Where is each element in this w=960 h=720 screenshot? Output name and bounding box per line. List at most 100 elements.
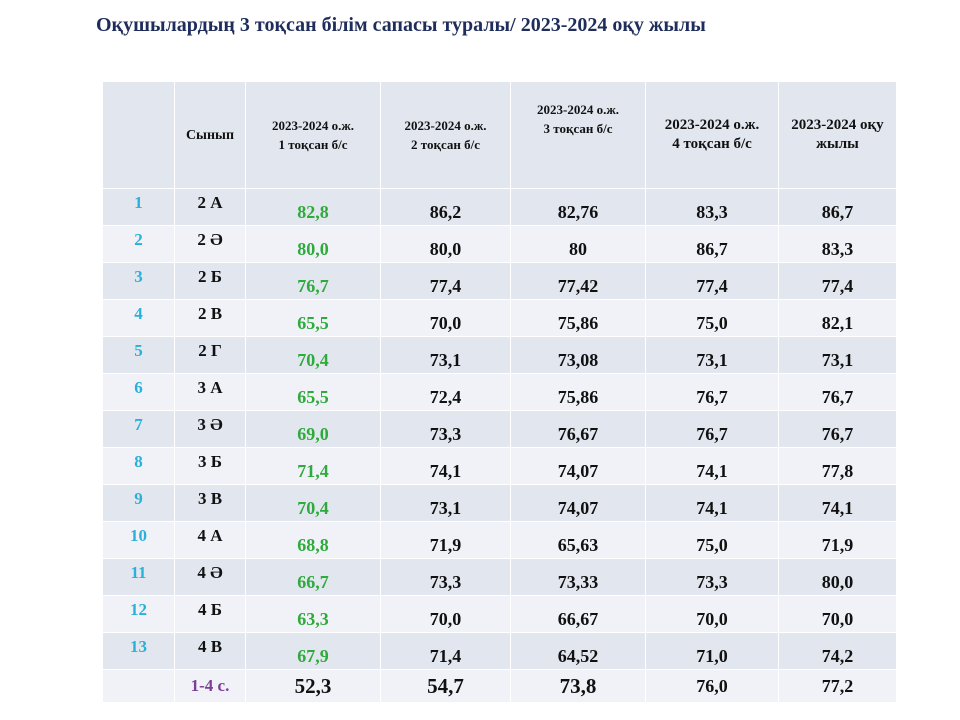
q3-value: 73,08 (510, 336, 646, 374)
header-year-line2: жылы (816, 136, 859, 152)
q1-value: 70,4 (245, 336, 381, 374)
q3-value: 75,86 (510, 299, 646, 337)
header-q1-line2: 1 тоқсан б/с (278, 137, 348, 152)
year-value: 77,4 (778, 262, 897, 300)
q3-value: 82,76 (510, 188, 646, 226)
class-name: 3 Б (174, 447, 246, 485)
row-number: 4 (102, 299, 175, 337)
q2-value: 70,0 (380, 595, 511, 633)
q1-value: 67,9 (245, 632, 381, 670)
header-q3-line2: 3 тоқсан б/с (543, 121, 613, 136)
total-year: 77,2 (778, 669, 897, 703)
row-number: 5 (102, 336, 175, 374)
class-name: 3 Ә (174, 410, 246, 448)
q4-value: 76,7 (645, 410, 779, 448)
q3-value: 65,63 (510, 521, 646, 559)
total-q2: 54,7 (380, 669, 511, 703)
q4-value: 71,0 (645, 632, 779, 670)
q1-value: 65,5 (245, 299, 381, 337)
q2-value: 73,1 (380, 336, 511, 374)
header-num (102, 81, 175, 189)
class-name: 4 А (174, 521, 246, 559)
year-value: 76,7 (778, 410, 897, 448)
row-number: 9 (102, 484, 175, 522)
q3-value: 80 (510, 225, 646, 263)
header-row: Сынып 2023-2024 о.ж. 1 тоқсан б/с 2023-2… (102, 81, 897, 189)
q4-value: 74,1 (645, 447, 779, 485)
year-value: 80,0 (778, 558, 897, 596)
q1-value: 63,3 (245, 595, 381, 633)
q3-value: 64,52 (510, 632, 646, 670)
class-name: 4 Ә (174, 558, 246, 596)
q4-value: 75,0 (645, 299, 779, 337)
table-row: 13 4 В 67,9 71,4 64,52 71,0 74,2 (102, 632, 897, 670)
class-name: 4 Б (174, 595, 246, 633)
q1-value: 68,8 (245, 521, 381, 559)
q2-value: 73,3 (380, 410, 511, 448)
q2-value: 71,4 (380, 632, 511, 670)
header-q3: 2023-2024 о.ж. 3 тоқсан б/с (510, 81, 646, 189)
q2-value: 72,4 (380, 373, 511, 411)
table-row: 10 4 А 68,8 71,9 65,63 75,0 71,9 (102, 521, 897, 559)
header-q4: 2023-2024 о.ж. 4 тоқсан б/с (645, 81, 779, 189)
class-name: 2 Г (174, 336, 246, 374)
q4-value: 77,4 (645, 262, 779, 300)
header-q1: 2023-2024 о.ж. 1 тоқсан б/с (245, 81, 381, 189)
year-value: 82,1 (778, 299, 897, 337)
q1-value: 71,4 (245, 447, 381, 485)
q2-value: 74,1 (380, 447, 511, 485)
row-number: 12 (102, 595, 175, 633)
header-q2-line2: 2 тоқсан б/с (410, 137, 480, 152)
q1-value: 65,5 (245, 373, 381, 411)
q4-value: 76,7 (645, 373, 779, 411)
total-row: 1-4 с. 52,3 54,7 73,8 76,0 77,2 (102, 669, 897, 703)
total-q1: 52,3 (245, 669, 381, 703)
year-value: 76,7 (778, 373, 897, 411)
row-number: 8 (102, 447, 175, 485)
row-number: 7 (102, 410, 175, 448)
year-value: 74,2 (778, 632, 897, 670)
class-name: 2 Ә (174, 225, 246, 263)
q2-value: 71,9 (380, 521, 511, 559)
year-value: 70,0 (778, 595, 897, 633)
q3-value: 73,33 (510, 558, 646, 596)
class-name: 3 А (174, 373, 246, 411)
quality-table: Сынып 2023-2024 о.ж. 1 тоқсан б/с 2023-2… (102, 81, 897, 703)
q3-value: 66,67 (510, 595, 646, 633)
row-number: 13 (102, 632, 175, 670)
q1-value: 70,4 (245, 484, 381, 522)
class-name: 2 Б (174, 262, 246, 300)
q2-value: 70,0 (380, 299, 511, 337)
q1-value: 82,8 (245, 188, 381, 226)
year-value: 74,1 (778, 484, 897, 522)
q1-value: 76,7 (245, 262, 381, 300)
q4-value: 73,3 (645, 558, 779, 596)
q3-value: 74,07 (510, 447, 646, 485)
q4-value: 73,1 (645, 336, 779, 374)
table-row: 11 4 Ә 66,7 73,3 73,33 73,3 80,0 (102, 558, 897, 596)
q4-value: 70,0 (645, 595, 779, 633)
header-year: 2023-2024 оқу жылы (778, 81, 897, 189)
q3-value: 75,86 (510, 373, 646, 411)
row-number: 2 (102, 225, 175, 263)
q1-value: 80,0 (245, 225, 381, 263)
q3-value: 74,07 (510, 484, 646, 522)
header-class: Сынып (174, 81, 246, 189)
q4-value: 75,0 (645, 521, 779, 559)
page-title: Оқушылардың 3 тоқсан білім сапасы туралы… (96, 14, 706, 36)
header-q2: 2023-2024 о.ж. 2 тоқсан б/с (380, 81, 511, 189)
q3-value: 77,42 (510, 262, 646, 300)
class-name: 4 В (174, 632, 246, 670)
total-number (102, 669, 175, 703)
row-number: 10 (102, 521, 175, 559)
row-number: 1 (102, 188, 175, 226)
class-name: 2 В (174, 299, 246, 337)
